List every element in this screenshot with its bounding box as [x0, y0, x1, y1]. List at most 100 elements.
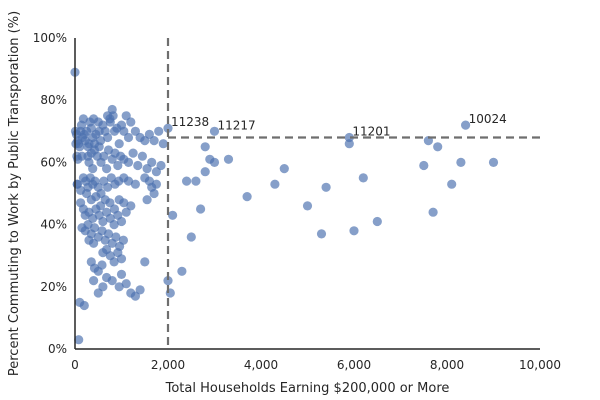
data-point — [200, 167, 210, 177]
x-tick-label: 8,000 — [430, 358, 464, 372]
points-layer — [70, 67, 499, 345]
y-tick-label: 20% — [40, 280, 67, 294]
data-point — [123, 157, 134, 167]
data-point — [223, 154, 234, 164]
data-point — [103, 182, 113, 192]
data-point — [113, 160, 123, 171]
data-point — [419, 160, 429, 171]
data-point — [242, 192, 252, 202]
data-point — [123, 176, 134, 186]
data-point — [456, 157, 466, 167]
y-tick-label: 40% — [40, 218, 67, 232]
x-tick-label: 0 — [71, 358, 79, 372]
data-point — [98, 282, 108, 292]
data-point — [168, 210, 178, 220]
data-point — [105, 117, 115, 127]
data-point — [209, 126, 220, 136]
x-tick-label: 4,000 — [244, 358, 278, 372]
data-point — [109, 257, 119, 267]
data-point — [349, 226, 359, 236]
data-point — [116, 216, 127, 227]
data-point — [433, 142, 443, 152]
data-point — [156, 160, 166, 171]
data-point — [142, 195, 152, 205]
data-point — [154, 126, 164, 136]
data-point — [177, 266, 187, 276]
data-point — [447, 179, 457, 189]
x-axis-title: Total Households Earning $200,000 or Mor… — [165, 381, 450, 396]
zip-annotation: 11217 — [218, 118, 256, 132]
data-point — [126, 201, 136, 211]
data-point — [196, 204, 206, 214]
data-point — [461, 120, 471, 130]
y-tick-label: 100% — [33, 31, 67, 45]
data-point — [126, 117, 136, 127]
data-point — [279, 164, 289, 174]
data-point — [163, 123, 173, 133]
y-axis-title: Percent Commuting to Work by Public Tran… — [7, 11, 22, 376]
data-point — [128, 148, 138, 158]
data-point — [116, 254, 127, 264]
data-point — [321, 182, 331, 192]
data-point — [130, 179, 140, 189]
data-point — [209, 157, 220, 167]
data-point — [102, 164, 112, 174]
data-point — [123, 132, 134, 143]
data-point — [91, 192, 101, 202]
data-point — [270, 179, 280, 189]
data-point — [135, 285, 145, 295]
zip-annotation: 10024 — [469, 112, 507, 126]
data-point — [103, 229, 114, 239]
data-point — [103, 132, 113, 143]
data-point — [186, 232, 196, 242]
data-point — [372, 216, 382, 227]
data-point — [89, 238, 99, 248]
data-point — [121, 279, 131, 289]
data-point — [114, 282, 124, 292]
data-point — [119, 198, 129, 208]
data-point — [89, 223, 100, 233]
zip-annotation: 11238 — [171, 115, 209, 129]
data-point — [316, 229, 327, 239]
data-point — [114, 139, 124, 149]
data-point — [344, 132, 354, 143]
axes — [74, 38, 540, 350]
data-point — [200, 142, 210, 152]
y-tick-label: 60% — [40, 155, 67, 169]
y-tick-label: 0% — [48, 342, 67, 356]
data-point — [191, 176, 201, 186]
data-point — [111, 232, 121, 242]
data-point — [97, 260, 107, 270]
data-point — [149, 188, 159, 199]
data-point — [107, 276, 117, 286]
data-point — [109, 220, 119, 230]
data-point — [140, 257, 150, 267]
data-point — [182, 176, 192, 186]
data-point — [89, 276, 99, 286]
x-tick-label: 10,000 — [519, 358, 561, 372]
data-point — [88, 164, 98, 174]
data-point — [149, 136, 159, 146]
data-point — [137, 151, 147, 161]
data-point — [75, 142, 85, 152]
zip-annotation: 11201 — [352, 125, 390, 139]
data-point — [121, 207, 131, 217]
data-point — [118, 235, 128, 245]
data-point — [302, 201, 313, 211]
data-point — [151, 179, 161, 189]
reference-lines — [166, 38, 540, 349]
data-point — [358, 173, 368, 183]
tick-labels: 0 2,000 4,000 6,000 8,000 10,000 0% 20% 40% 60% 80… — [33, 31, 561, 372]
x-tick-label: 6,000 — [337, 358, 371, 372]
data-point — [74, 335, 84, 345]
data-point — [488, 157, 499, 167]
data-point — [79, 300, 89, 311]
data-point — [163, 276, 173, 286]
data-point — [94, 142, 104, 152]
data-point — [116, 269, 127, 279]
data-point — [158, 139, 168, 149]
data-point — [147, 157, 157, 167]
data-point — [98, 216, 108, 227]
